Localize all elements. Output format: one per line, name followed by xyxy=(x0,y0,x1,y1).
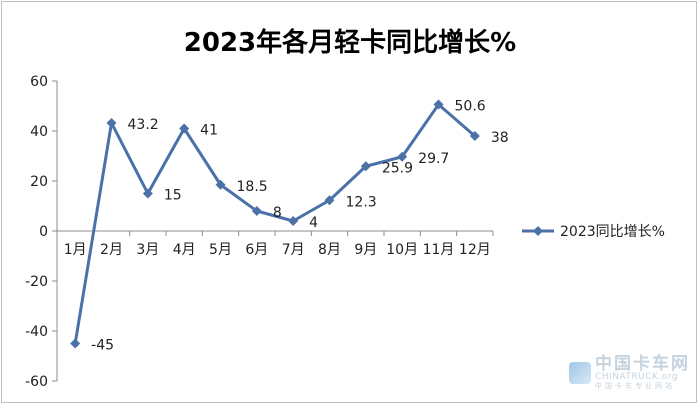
data-point-marker xyxy=(469,131,480,141)
chart-axes: 60 40 20 0 -20 -40 -60 1月 2月 3月 4月 5月 6月 7月 8月 9月 10月 11月… xyxy=(25,74,494,390)
x-tick-label: 1月 xyxy=(64,242,87,258)
x-tick-label: 11月 xyxy=(423,242,455,258)
data-label: 43.2 xyxy=(128,117,159,133)
x-tick-label: 10月 xyxy=(386,242,418,258)
data-label: 29.7 xyxy=(418,151,449,167)
y-tick-label: 40 xyxy=(30,124,48,140)
x-tick-label: 12月 xyxy=(459,242,491,258)
chinatruck-logo-icon xyxy=(569,362,591,384)
data-point-marker xyxy=(360,161,371,172)
data-point-marker xyxy=(433,99,444,110)
watermark-cn: 中国卡车网 xyxy=(595,354,690,374)
data-point-marker xyxy=(142,188,153,199)
data-label: 4 xyxy=(309,215,318,231)
data-label: 50.6 xyxy=(455,99,486,115)
data-label: 8 xyxy=(273,205,282,221)
data-point-marker xyxy=(215,179,226,190)
series-line xyxy=(73,103,476,344)
data-point-marker xyxy=(70,338,81,349)
y-tick-label: -20 xyxy=(25,274,48,290)
watermark-sub: 中国卡车专业网站 xyxy=(595,382,675,390)
data-point-marker xyxy=(397,151,408,162)
x-tick-label: 6月 xyxy=(245,242,268,258)
y-tick-label: 20 xyxy=(30,174,48,190)
data-point-marker xyxy=(106,118,117,128)
y-tick-label: -40 xyxy=(25,324,48,340)
chart-legend: 2023同比增长% xyxy=(522,224,665,240)
watermark-en: CHINATRUCK.org xyxy=(595,373,690,382)
x-tick-label: 8月 xyxy=(318,242,341,258)
legend-marker xyxy=(533,226,543,236)
chart-series: -45 43.2 15 41 18.5 8 4 12.3 25.9 29.7 50.6 38 xyxy=(70,99,509,354)
data-point-marker xyxy=(324,195,335,206)
data-label: 41 xyxy=(200,123,218,139)
data-label: -45 xyxy=(91,338,114,354)
data-label: 25.9 xyxy=(382,160,413,176)
y-tick-label: -60 xyxy=(25,374,48,390)
y-tick-label: 60 xyxy=(30,74,48,90)
watermark: 中国卡车网 CHINATRUCK.org 中国卡车专业网站 xyxy=(569,356,690,390)
data-point-marker xyxy=(288,216,299,226)
data-point-marker xyxy=(251,206,262,216)
x-tick-label: 2月 xyxy=(100,242,123,258)
watermark-en-main: CHINATRUCK xyxy=(595,372,659,382)
x-tick-label: 3月 xyxy=(136,242,159,258)
data-label: 15 xyxy=(164,188,182,204)
x-tick-label: 4月 xyxy=(173,242,196,258)
x-tick-label: 9月 xyxy=(354,242,377,258)
y-tick-label: 0 xyxy=(39,224,48,240)
x-tick-label: 7月 xyxy=(282,242,305,258)
data-label: 38 xyxy=(491,130,509,146)
x-tick-label: 5月 xyxy=(209,242,232,258)
data-point-marker xyxy=(179,123,190,134)
data-label: 12.3 xyxy=(346,194,377,210)
chart-title: 2023年各月轻卡同比增长% xyxy=(184,27,516,58)
legend-label: 2023同比增长% xyxy=(560,224,665,240)
data-label: 18.5 xyxy=(237,179,268,195)
watermark-en-suffix: .org xyxy=(658,372,679,382)
